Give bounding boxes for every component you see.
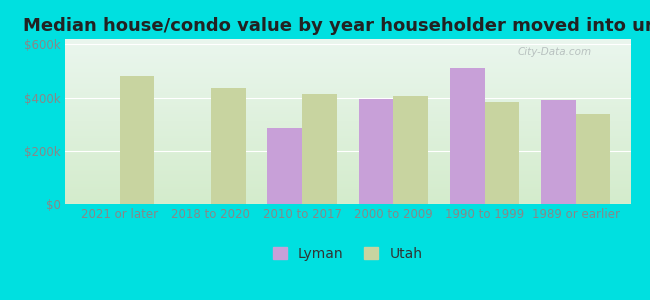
Bar [541, 100, 576, 204]
Text: City-Data.com: City-Data.com [517, 47, 592, 57]
Bar [268, 128, 302, 204]
Bar [484, 101, 519, 204]
Bar [120, 76, 155, 204]
Bar [302, 94, 337, 204]
Bar [450, 68, 484, 204]
Bar [576, 113, 610, 204]
Bar [211, 88, 246, 204]
Legend: Lyman, Utah: Lyman, Utah [267, 241, 428, 266]
Title: Median house/condo value by year householder moved into unit: Median house/condo value by year househo… [23, 17, 650, 35]
Bar [393, 96, 428, 204]
Bar [359, 99, 393, 204]
